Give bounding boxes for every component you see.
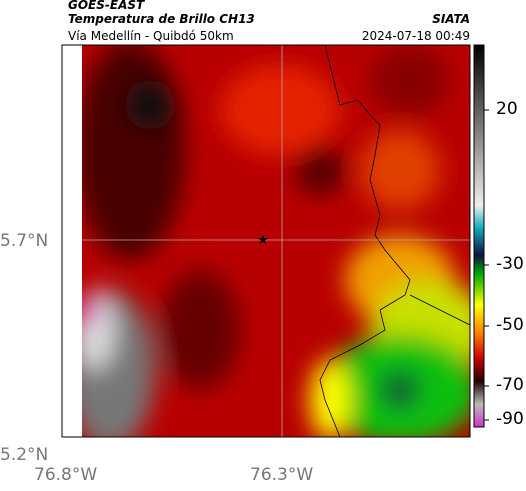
lon-label: 76.3°W [250,465,314,485]
timestamp: 2024-07-18 00:49 [361,29,470,43]
agency: SIATA [432,12,470,26]
map-frame [61,44,471,438]
colorbar-label: 20 [496,99,518,119]
lat-label: 5.2°N [0,445,49,465]
subtitle: Temperatura de Brillo CH13 [68,12,255,26]
borders [319,45,470,437]
colorbar-ticks [484,109,489,421]
lat-label: 5.7°N [0,231,49,251]
colorbar-label: -50 [496,315,524,335]
temperature-field [82,45,470,437]
location-marker: ★ [257,233,269,248]
colorbar [473,44,485,428]
colorbar-label: -30 [496,254,524,274]
colorbar-label: -70 [496,375,524,395]
title: GOES-EAST [68,0,145,12]
lon-label: 76.8°W [34,465,98,485]
colorbar-label: -90 [496,409,524,429]
region: Vía Medellín - Quibdó 50km [68,29,234,43]
